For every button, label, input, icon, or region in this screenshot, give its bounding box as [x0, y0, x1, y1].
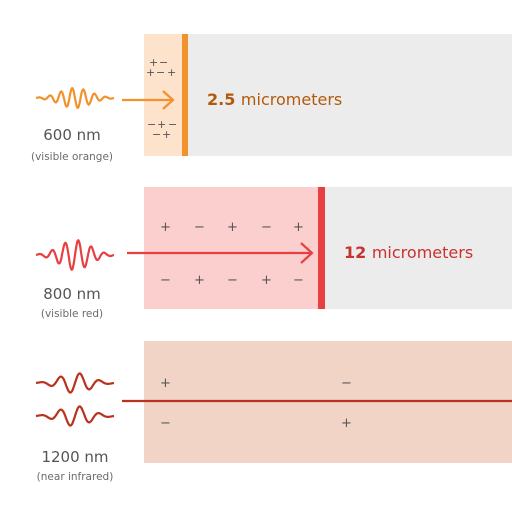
depth-value: 12: [344, 243, 367, 262]
svg-text:+: +: [194, 273, 205, 288]
svg-text:−: −: [156, 66, 165, 79]
double-wave-packet-icon: [35, 405, 115, 427]
surface-charges-800nm: + − + − + − + − + −: [160, 220, 304, 288]
penetration-region-600nm: [144, 34, 182, 156]
penetration-depth-800nm: 12 micrometers: [344, 243, 473, 262]
svg-text:+: +: [149, 56, 158, 69]
svg-text:−: −: [160, 416, 171, 431]
wavelength-label-600nm: 600 nm: [43, 126, 101, 144]
svg-text:−: −: [147, 118, 156, 131]
svg-text:+: +: [261, 273, 272, 288]
svg-text:+: +: [162, 128, 171, 141]
svg-text:+: +: [160, 376, 171, 391]
svg-text:−: −: [152, 128, 161, 141]
wave-packet-icon: [35, 239, 115, 271]
svg-text:+: +: [157, 118, 166, 131]
wavelength-description-600nm: (visible orange): [30, 151, 114, 163]
svg-text:+: +: [227, 220, 238, 235]
double-wave-packet-icon: [35, 372, 115, 394]
penetration-panel-600nm: [144, 34, 512, 156]
wavelength-label-1200nm: 1200 nm: [41, 448, 109, 466]
surface-charges-600nm: + − + − + − + − − +: [146, 56, 177, 141]
svg-text:−: −: [168, 118, 177, 131]
svg-text:+: +: [146, 66, 155, 79]
svg-text:−: −: [194, 220, 205, 235]
charge-boundary-600nm: [182, 34, 188, 156]
svg-text:+: +: [341, 416, 352, 431]
wavelength-label-800nm: 800 nm: [43, 285, 101, 303]
svg-text:+: +: [293, 220, 304, 235]
svg-text:−: −: [341, 376, 352, 391]
svg-text:−: −: [227, 273, 238, 288]
surface-charges-1200nm: + − − +: [160, 376, 352, 431]
svg-text:−: −: [261, 220, 272, 235]
light-arrow-800nm: [127, 242, 314, 264]
depth-value: 2.5: [207, 90, 236, 109]
penetration-region-800nm: [144, 187, 318, 309]
penetration-depth-600nm: 2.5 micrometers: [207, 90, 342, 109]
svg-text:−: −: [293, 273, 304, 288]
wave-packet-icon: [35, 86, 115, 110]
wavelength-description-800nm: (visible red): [40, 308, 104, 320]
light-arrow-600nm: [122, 90, 175, 110]
svg-text:−: −: [159, 56, 168, 69]
wavelength-description-1200nm: (near infrared): [36, 471, 114, 483]
depth-unit: micrometers: [240, 90, 343, 109]
svg-text:+: +: [160, 220, 171, 235]
depth-unit: micrometers: [371, 243, 474, 262]
charge-boundary-800nm: [318, 187, 325, 309]
svg-text:+: +: [167, 66, 176, 79]
svg-text:−: −: [160, 273, 171, 288]
